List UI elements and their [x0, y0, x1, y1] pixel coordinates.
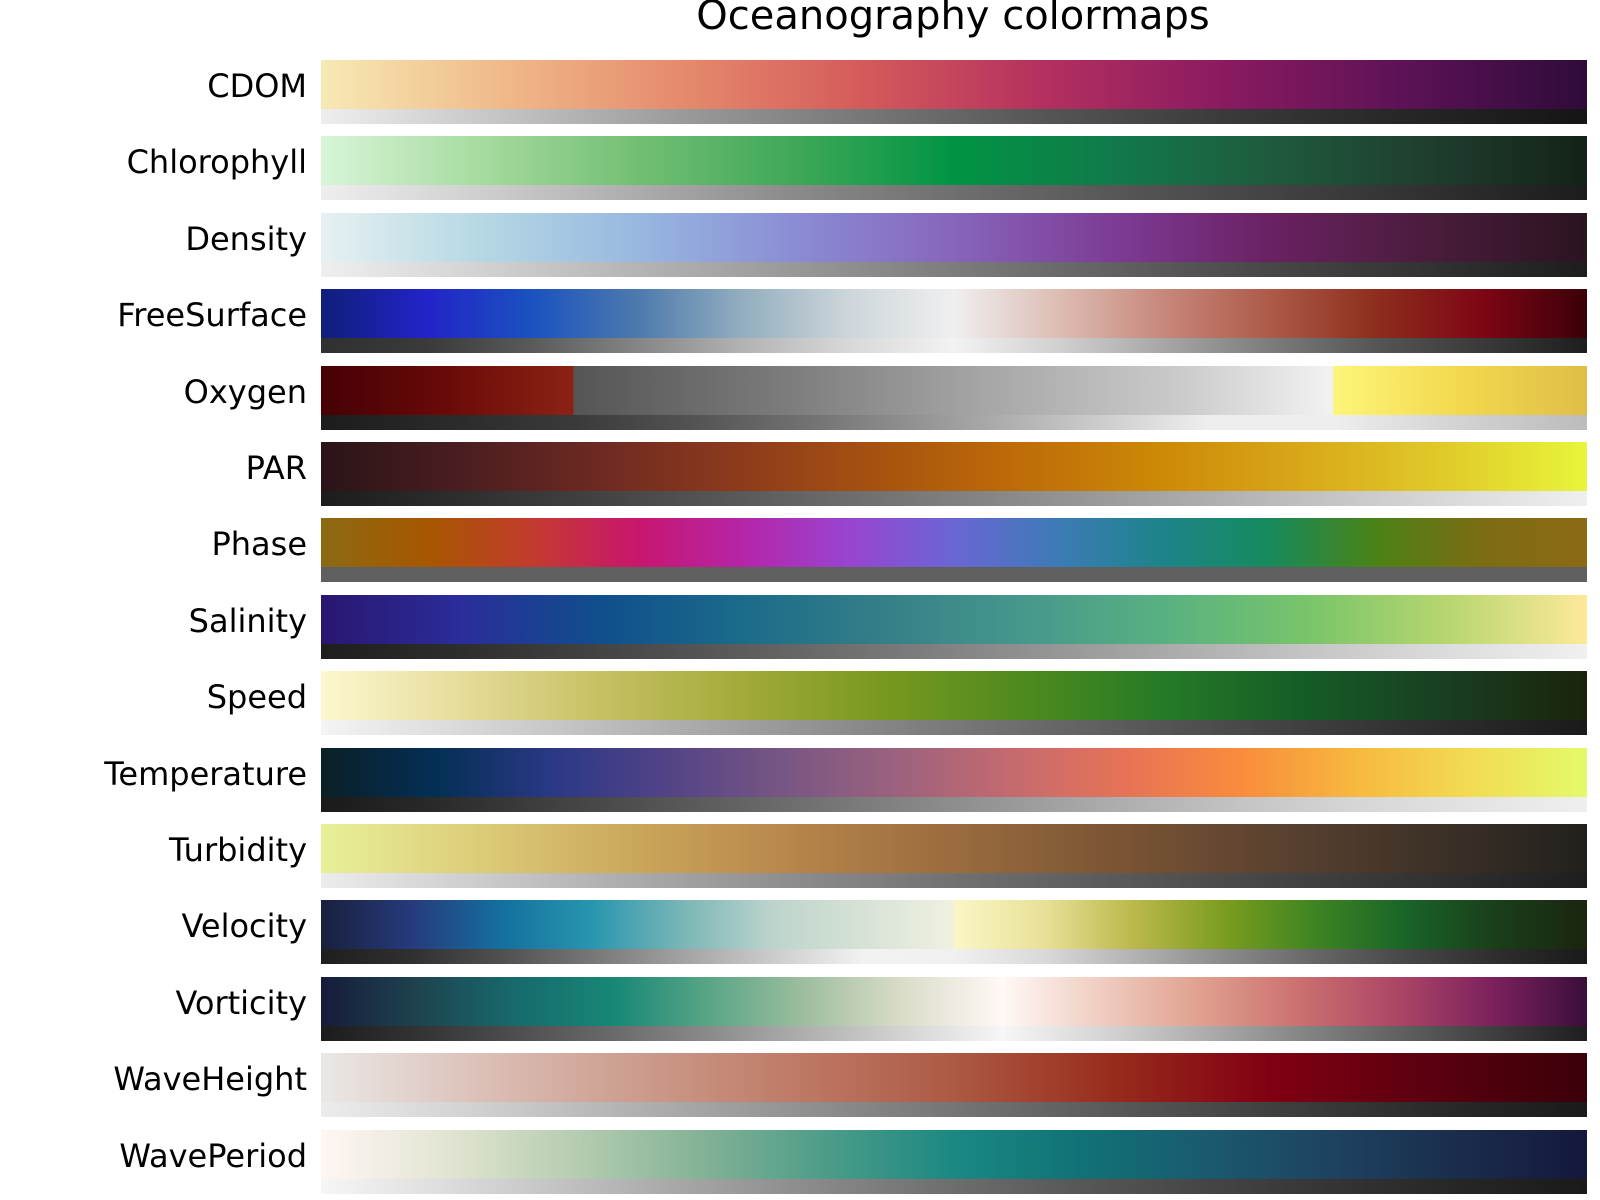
- colormap-bar: [321, 1129, 1587, 1179]
- colormap-bar: [321, 442, 1587, 491]
- colormap-label: Chlorophyll: [126, 143, 307, 182]
- colormap-grayscale-bar: [321, 261, 1587, 277]
- colormap-label: Turbidity: [168, 831, 307, 869]
- colormap-label: FreeSurface: [117, 296, 307, 335]
- colormap-grayscale-bar: [321, 949, 1587, 965]
- chart-title: Oceanography colormaps: [696, 0, 1210, 39]
- colormap-grayscale-bar: [321, 491, 1587, 506]
- colormap-row: Density: [0, 212, 1600, 277]
- colormap-row: PAR: [0, 442, 1600, 506]
- colormap-label: Speed: [206, 678, 307, 717]
- colormap-row: Speed: [0, 671, 1600, 736]
- colormap-bar: [321, 671, 1587, 721]
- colormap-row: Velocity: [0, 900, 1600, 965]
- colormap-bar: [321, 136, 1587, 186]
- colormap-grayscale-bar: [321, 720, 1587, 736]
- colormap-bar: [321, 365, 1587, 415]
- colormap-row: Oxygen: [0, 365, 1600, 430]
- colormap-bar: [321, 747, 1587, 797]
- colormap-row: Chlorophyll: [0, 136, 1600, 201]
- colormap-grayscale-bar: [321, 1025, 1587, 1041]
- colormap-row: WaveHeight: [0, 1053, 1600, 1118]
- colormap-bar: [321, 1053, 1587, 1103]
- colormap-grayscale-bar: [321, 643, 1587, 659]
- colormap-label: WaveHeight: [113, 1060, 307, 1099]
- colormap-grayscale-bar: [321, 1178, 1587, 1194]
- colormap-label: WavePeriod: [119, 1136, 307, 1175]
- colormap-grayscale-bar: [321, 1102, 1587, 1118]
- colormap-label: Phase: [211, 525, 307, 564]
- colormap-grayscale-bar: [321, 414, 1587, 430]
- colormap-grayscale-bar: [321, 873, 1587, 888]
- colormap-bar: [321, 518, 1587, 568]
- colormap-grayscale-bar: [321, 185, 1587, 201]
- colormap-bar: [321, 594, 1587, 644]
- colormap-label: Velocity: [181, 907, 307, 946]
- colormap-grayscale-bar: [321, 567, 1587, 583]
- colormap-row: Turbidity: [0, 824, 1600, 888]
- colormap-row: CDOM: [0, 60, 1600, 124]
- colormap-row: FreeSurface: [0, 289, 1600, 354]
- colormap-label: Density: [185, 219, 307, 258]
- colormap-bar: [321, 976, 1587, 1026]
- colormap-bar: [321, 60, 1587, 109]
- colormap-label: Salinity: [188, 601, 307, 640]
- colormap-grayscale-bar: [321, 338, 1587, 354]
- colormap-label: PAR: [245, 449, 307, 487]
- colormap-row: Vorticity: [0, 976, 1600, 1041]
- colormap-label: Temperature: [104, 754, 307, 793]
- colormap-bar: [321, 824, 1587, 873]
- colormap-label: Oxygen: [183, 372, 307, 411]
- colormap-row: WavePeriod: [0, 1129, 1600, 1194]
- colormap-label: CDOM: [207, 67, 307, 105]
- colormap-bar: [321, 212, 1587, 262]
- colormap-grayscale-bar: [321, 109, 1587, 124]
- colormap-row: Phase: [0, 518, 1600, 583]
- colormap-row: Temperature: [0, 747, 1600, 812]
- colormap-grayscale-bar: [321, 796, 1587, 812]
- colormap-bar: [321, 289, 1587, 339]
- colormap-label: Vorticity: [175, 983, 307, 1022]
- colormap-row: Salinity: [0, 594, 1600, 659]
- colormap-bar: [321, 900, 1587, 950]
